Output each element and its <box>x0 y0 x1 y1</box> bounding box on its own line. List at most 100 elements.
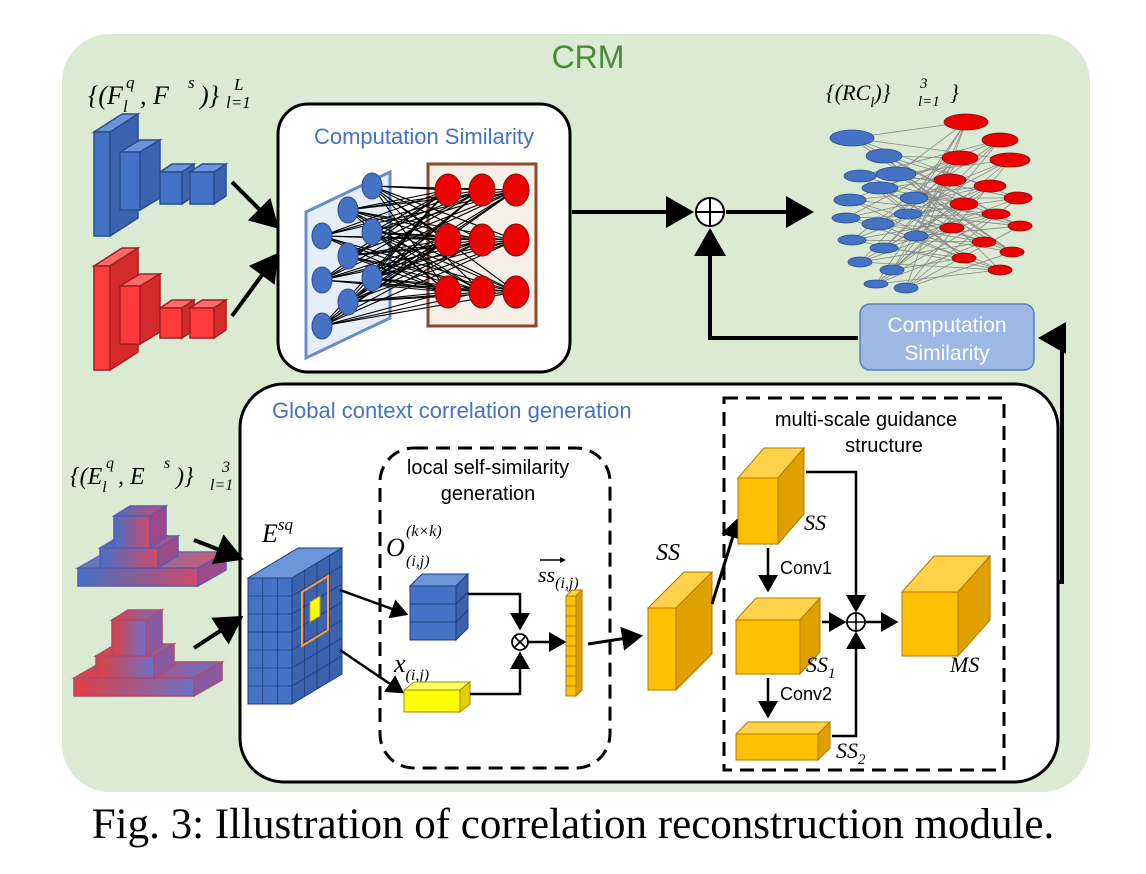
cs-node-red <box>468 275 496 309</box>
conv1-label: Conv1 <box>780 558 832 578</box>
cs-node-red <box>502 275 530 309</box>
output-edge <box>907 159 1011 215</box>
cs-node-blue <box>337 196 359 224</box>
cs-edge <box>347 239 483 303</box>
cs-edge <box>371 231 483 293</box>
local-box-title-line2: generation <box>441 483 536 505</box>
esq-tensor <box>246 547 344 705</box>
svg-text:s: s <box>188 73 195 92</box>
crm-diagram: CRM {(Fl q , F s )} L l=1 <box>62 34 1090 792</box>
output-edge <box>851 137 1011 161</box>
ss-vector-cell <box>565 635 577 647</box>
arrow-ssvec-to-ss <box>587 626 643 651</box>
cs-node-red <box>434 223 462 257</box>
arrow-esq-to-x <box>339 648 405 694</box>
output-node-red <box>971 236 997 248</box>
arrow-esq-to-o <box>339 588 409 619</box>
esq-label: Esq <box>261 515 294 548</box>
ss-vector-cell <box>565 605 577 617</box>
svg-text:(k×k): (k×k) <box>406 523 442 540</box>
output-node-red <box>973 179 1007 193</box>
local-box-title-line1: local self-similarity <box>407 457 569 479</box>
cs-node-blue <box>311 222 333 250</box>
svg-text:(i,j): (i,j) <box>406 553 430 570</box>
output-node-blue <box>843 169 877 183</box>
arrow-blue-to-cs <box>230 180 279 229</box>
global-context-title: Global context correlation generation <box>272 398 632 423</box>
output-node-blue <box>875 166 917 182</box>
ss-vector-cell <box>565 615 577 627</box>
arrow-csbox-to-sum <box>694 228 858 340</box>
o-label: O (k×k) (i,j) <box>386 523 442 570</box>
output-node-blue <box>863 279 889 289</box>
computation-similarity-box <box>859 303 1035 371</box>
output-node-blue <box>833 193 867 207</box>
output-node-blue <box>865 148 903 164</box>
cs-node-blue <box>311 266 333 294</box>
embedding-pairs-label: {(El q , E s )} 3 l=1 <box>70 455 233 496</box>
red-feature-stack <box>91 246 229 372</box>
cs-node-blue <box>361 218 383 246</box>
ss-vector-cell <box>565 655 577 667</box>
cs-node-red <box>502 173 530 207</box>
output-edge <box>895 173 1019 199</box>
cs-edge <box>371 189 449 233</box>
cs-edge <box>371 185 483 293</box>
output-node-red <box>941 150 979 166</box>
multiscale-title-line2: structure <box>845 435 923 457</box>
output-edge <box>907 213 1013 253</box>
output-edge <box>915 235 1013 253</box>
svg-text:q: q <box>126 73 135 92</box>
arrow-red-to-cs <box>230 252 279 318</box>
output-edge <box>849 199 985 243</box>
red-embedding-pyramid <box>71 608 225 698</box>
ss-vector-cell <box>565 595 577 607</box>
ss2-block <box>734 720 832 762</box>
crm-title: CRM <box>552 39 625 75</box>
multiscale-title-line1: multi-scale guidance <box>775 409 957 431</box>
cs-node-red <box>434 275 462 309</box>
ms-block <box>900 554 992 658</box>
cs-edge <box>371 231 449 293</box>
output-node-blue <box>893 282 919 294</box>
ss-vector-side <box>575 588 583 698</box>
blue-feature-stack <box>91 112 229 238</box>
svg-text:O: O <box>386 533 405 562</box>
svg-text:{(El: {(El <box>70 464 107 496</box>
cs-node-blue <box>361 264 383 292</box>
cs-node-red <box>468 223 496 257</box>
x-label: x(i,j) <box>393 649 429 684</box>
output-edge <box>891 179 951 271</box>
feature-pairs-label: {(Fl q , F s )} L l=1 <box>88 73 251 116</box>
svg-text:3: 3 <box>221 459 230 476</box>
output-edge <box>905 251 1013 289</box>
cs-box-line2: Similarity <box>904 342 990 365</box>
svg-text:ss(i,j): ss(i,j) <box>538 562 579 592</box>
ms-label: MS <box>949 652 979 677</box>
cs-node-blue <box>337 288 359 316</box>
output-edge <box>913 121 967 199</box>
output-node-red <box>989 152 1031 168</box>
cs-node-red <box>434 173 462 207</box>
output-edge <box>891 227 953 271</box>
arrow-ss2-to-sum <box>832 631 866 738</box>
ss-block <box>646 570 714 692</box>
output-node-red <box>933 173 967 187</box>
ss-vector-cell <box>565 685 577 697</box>
output-correlation-graph <box>829 113 1033 294</box>
output-edge <box>883 139 1001 249</box>
ss1-block <box>734 596 822 676</box>
ss2-label: SS2 <box>836 738 866 768</box>
ss-vector-cell <box>565 675 577 687</box>
output-node-blue <box>893 208 923 220</box>
output-node-blue <box>869 242 899 254</box>
cs-node-red <box>468 173 496 207</box>
output-edge <box>891 139 1001 271</box>
output-node-blue <box>829 129 875 147</box>
arrow-o-to-mult <box>468 592 530 631</box>
cs-bipartite-graph <box>304 162 538 361</box>
cs-edge <box>347 189 449 211</box>
output-node-blue <box>879 264 905 276</box>
output-node-red <box>939 222 965 234</box>
arrow-ss-to-multiscale <box>710 517 745 605</box>
